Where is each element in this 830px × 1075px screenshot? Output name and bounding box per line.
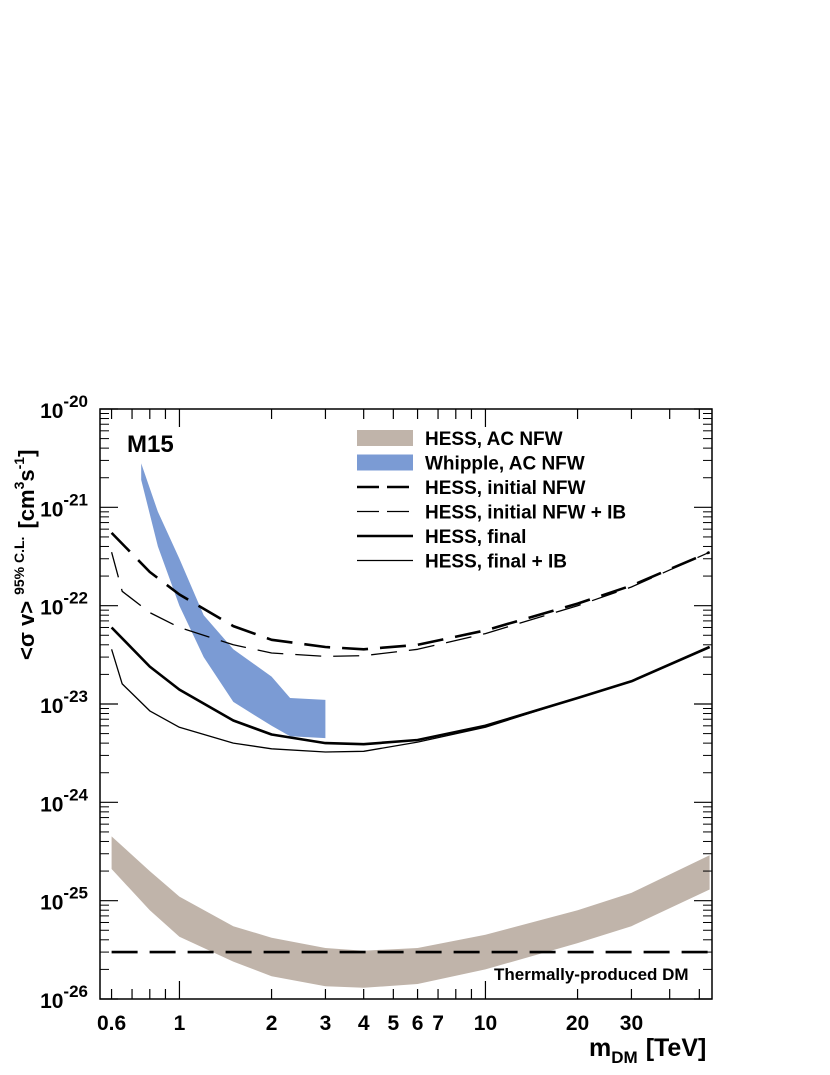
x-tick-label: 10 — [474, 1012, 497, 1035]
legend-swatch — [357, 430, 413, 446]
x-tick-label: 5 — [387, 1012, 399, 1035]
bands-layer — [111, 463, 710, 988]
x-axis-label-sub: DM — [611, 1048, 637, 1067]
y-axis-label-main: <σ v> — [14, 601, 39, 660]
legend-item: Whipple, AC NFW — [357, 454, 585, 475]
legend-label: Whipple, AC NFW — [425, 454, 585, 475]
y-tick-label: 10-26 — [40, 982, 88, 1013]
legend-swatch — [357, 454, 413, 471]
y-tick-label: 10-22 — [40, 589, 88, 620]
threshold-label: Thermally-produced DM — [494, 965, 689, 984]
x-axis-label: mDM [TeV] — [589, 1034, 706, 1067]
y-tick-label: 10-23 — [40, 687, 88, 718]
y-tick-label: 10-24 — [40, 785, 88, 816]
x-axis-label-unit: [TeV] — [646, 1034, 707, 1062]
y-axis-label-unit-b: s — [14, 469, 39, 481]
x-axis-label-main: m — [589, 1034, 611, 1062]
series-line-0 — [110, 531, 711, 651]
lines-layer — [110, 531, 711, 954]
x-tick-label: 1 — [174, 1012, 186, 1035]
x-tick-label: 3 — [320, 1012, 332, 1035]
y-axis-label: <σ v> 95% C.L. [cm3s-1] — [11, 450, 39, 660]
x-tick-label: 6 — [412, 1012, 424, 1035]
y-axis-label-unit-a: [cm — [14, 489, 39, 528]
legend-item: HESS, AC NFW — [357, 429, 563, 450]
y-axis-label-unit-sup-a: 3 — [11, 481, 27, 489]
x-tick-label: 0.6 — [97, 1012, 126, 1035]
y-axis-label-sup: 95% C.L. — [11, 537, 27, 595]
band-1 — [141, 463, 326, 739]
legend-item: HESS, final — [357, 527, 526, 548]
legend-label: HESS, final + IB — [425, 552, 567, 573]
y-tick-label: 10-25 — [40, 884, 88, 915]
y-tick-label: 10-20 — [40, 392, 88, 423]
x-tick-label: 4 — [358, 1012, 370, 1035]
series-line-1 — [110, 551, 710, 658]
x-tick-label: 20 — [566, 1012, 589, 1035]
legend: HESS, AC NFW Whipple, AC NFW HESS, initial… — [357, 429, 626, 573]
y-tick-label: 10-21 — [40, 490, 88, 521]
legend-item: HESS, initial NFW — [357, 478, 586, 499]
y-axis-label-unit-c: ] — [14, 450, 39, 457]
annotation-label: M15 — [127, 431, 174, 458]
legend-item: HESS, initial NFW + IB — [357, 503, 626, 524]
ticks-layer: 0.6 1 2 3 4 5 6 7 10 20 30 10-26 10-25 10-24 10-23 10-2… — [40, 392, 712, 1035]
series-line-3 — [110, 646, 710, 753]
x-tick-label: 7 — [432, 1012, 444, 1035]
x-tick-label: 2 — [266, 1012, 278, 1035]
legend-label: HESS, AC NFW — [425, 429, 563, 450]
legend-label: HESS, initial NFW + IB — [425, 503, 626, 524]
legend-label: HESS, final — [425, 527, 526, 548]
y-axis-label-unit-sup-b: -1 — [11, 457, 27, 470]
legend-item: HESS, final + IB — [357, 552, 567, 573]
x-tick-label: 30 — [620, 1012, 643, 1035]
legend-label: HESS, initial NFW — [425, 478, 586, 499]
band-0 — [111, 836, 710, 988]
